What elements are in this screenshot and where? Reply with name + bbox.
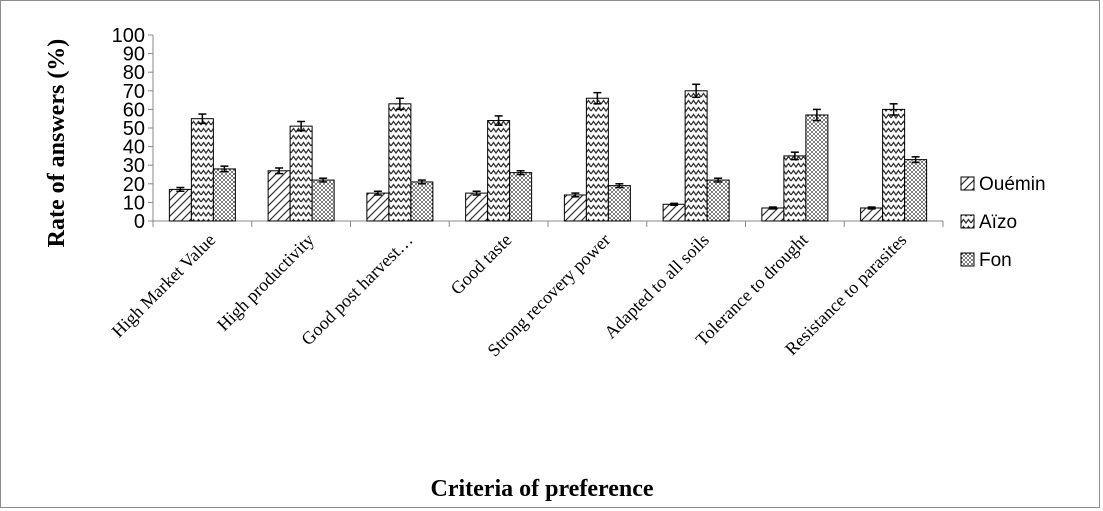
bar-fon-6 [706, 179, 730, 222]
error-bar [395, 97, 404, 111]
bar-fon-8 [904, 159, 928, 222]
bar-fon-3 [410, 181, 434, 222]
error-bar [714, 177, 723, 183]
x-axis-title: Criteria of preference [431, 476, 654, 502]
y-tick-label: 70 [123, 81, 145, 103]
bar-ou-min-5 [563, 194, 587, 222]
x-category-label: High productivity [213, 230, 318, 335]
error-bar [472, 190, 481, 196]
bar-fon-4 [509, 172, 533, 222]
y-tick-label: 40 [123, 137, 145, 159]
y-tick-label: 80 [123, 62, 145, 84]
bar-ou-min-7 [761, 207, 785, 222]
bar-a-zo-5 [585, 97, 609, 222]
x-category-label: Good taste [447, 230, 516, 299]
error-bar [198, 113, 207, 125]
y-tick-label: 10 [123, 192, 145, 214]
error-bar [911, 156, 920, 164]
legend-swatch [960, 176, 975, 191]
x-ticks [152, 221, 944, 227]
legend-swatch [960, 252, 975, 267]
bar-ou-min-1 [168, 188, 192, 222]
bar-ou-min-2 [267, 170, 291, 222]
x-category-label: Good post harvest… [297, 230, 416, 349]
y-tick-label: 50 [123, 118, 145, 140]
legend-label: Ouémin [979, 174, 1046, 195]
legend-item: Aïzo [960, 212, 1017, 233]
error-bar [593, 91, 602, 105]
error-bar [319, 177, 328, 183]
bar-ou-min-6 [662, 203, 686, 222]
error-bar [889, 103, 898, 116]
bar-fon-5 [607, 185, 631, 222]
error-bar [812, 108, 821, 122]
bar-a-zo-2 [289, 125, 313, 222]
bar-ou-min-8 [860, 207, 884, 222]
error-bar [373, 190, 382, 196]
bar-ou-min-4 [465, 192, 489, 222]
bar-a-zo-1 [190, 118, 214, 222]
error-bar [275, 167, 284, 175]
error-bar [220, 165, 229, 173]
y-tick-label: 30 [123, 155, 145, 177]
bar-ou-min-3 [366, 192, 390, 222]
legend-label: Aïzo [979, 212, 1017, 233]
error-bar [571, 192, 580, 198]
y-tick-label: 60 [123, 99, 145, 121]
error-bars [176, 83, 920, 210]
legend-label: Fon [979, 250, 1012, 271]
error-bar [670, 202, 679, 206]
bar-fon-7 [805, 114, 829, 222]
bar-a-zo-8 [882, 108, 906, 222]
y-tick-label: 20 [123, 174, 145, 196]
error-bar [516, 170, 525, 176]
y-tick-label: 0 [134, 211, 145, 233]
error-bar [867, 206, 876, 210]
error-bar [176, 186, 185, 192]
bar-fon-1 [212, 168, 236, 222]
error-bar [692, 83, 701, 99]
y-tick-label: 100 [112, 25, 145, 47]
legend-item: Fon [960, 250, 1012, 271]
error-bar [615, 183, 624, 189]
legend-item: Ouémin [960, 174, 1046, 195]
bar-a-zo-4 [487, 120, 511, 222]
bar-fon-2 [311, 179, 335, 222]
error-bar [790, 151, 799, 161]
bar-a-zo-7 [783, 155, 807, 222]
error-bar [494, 115, 503, 126]
x-category-label: High Market Value [108, 230, 219, 341]
bar-a-zo-6 [684, 90, 708, 222]
error-bar [768, 206, 777, 210]
bars [168, 90, 928, 222]
y-axis-title: Rate of answers (%) [44, 39, 70, 248]
legend: Ouémin Aïzo Fon [960, 174, 1046, 271]
legend-swatch [960, 214, 975, 229]
x-category-label: Adapted to all soils [600, 230, 713, 343]
bar-a-zo-3 [388, 103, 412, 222]
error-bar [297, 120, 306, 132]
error-bar [417, 179, 426, 185]
y-tick-label: 90 [123, 44, 145, 66]
